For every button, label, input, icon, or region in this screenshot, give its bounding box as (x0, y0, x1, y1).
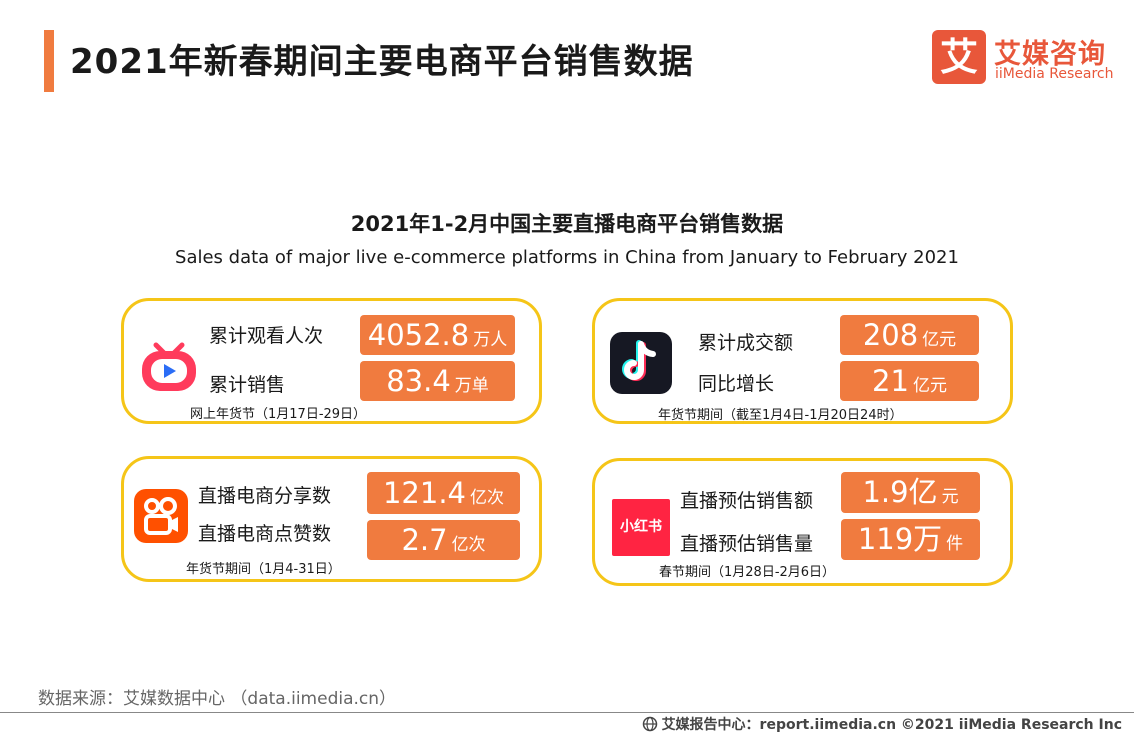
metric-unit: 亿次 (470, 488, 505, 508)
card-note: 年货节期间（截至1月4日-1月20日24时） (658, 408, 903, 423)
metric-value: 121.4 (382, 476, 467, 510)
xiaohongshu-card: 小红书 直播预估销售额 1.9亿元 直播预估销售量 119万件 春节期间（1月2… (592, 458, 1013, 586)
logo-name-cn: 艾媒咨询 (994, 39, 1106, 70)
footer-copyright: 艾媒报告中心：report.iimedia.cn ©2021 iiMedia R… (642, 714, 1122, 734)
metric-value: 21 (872, 364, 909, 398)
metric-label: 累计销售 (209, 374, 286, 396)
chart-title-cn: 2021年1-2月中国主要直播电商平台销售数据 (350, 212, 784, 236)
metric-label: 同比增长 (698, 373, 775, 395)
card-note: 网上年货节（1月17日-29日） (190, 407, 367, 422)
kuaishou-icon (134, 489, 188, 543)
iimedia-logo: 艾 艾媒咨询 iiMedia Research (932, 30, 1122, 90)
metric-value: 1.9亿 (862, 475, 938, 509)
taobao-live-card: 累计观看人次 4052.8 万人 累计销售 83.4 万单 网上年货节（1月17日-… (121, 298, 542, 424)
metric-value: 4052.8 (367, 318, 470, 352)
footer-copyright-text: 艾媒报告中心：report.iimedia.cn ©2021 iiMedia R… (661, 717, 1122, 733)
douyin-icon (610, 332, 672, 394)
value-box: 1.9亿元 (841, 472, 980, 513)
metric-value: 119万 (857, 522, 943, 556)
xiaohongshu-icon-text: 小红书 (620, 519, 662, 535)
kuaishou-card: 直播电商分享数 121.4 亿次 直播电商点赞数 2.7 亿次 年货节期间（1月4-… (121, 456, 542, 582)
logo-name-en: iiMedia Research (995, 66, 1114, 82)
value-box: 208 亿元 (840, 315, 979, 355)
metric-value: 2.7 (401, 523, 448, 557)
metric-label: 直播预估销售额 (680, 490, 814, 512)
metric-label: 累计成交额 (698, 332, 794, 354)
value-box: 121.4 亿次 (367, 472, 520, 514)
metric-unit: 亿次 (451, 535, 486, 555)
page-title: 2021年新春期间主要电商平台销售数据 (70, 42, 694, 82)
value-box: 119万件 (841, 519, 980, 560)
metric-unit: 亿元 (912, 376, 947, 396)
logo-mark: 艾 (932, 30, 986, 84)
data-source: 数据来源：艾媒数据中心 （data.iimedia.cn） (38, 689, 397, 709)
title-accent-bar (44, 30, 54, 92)
chart-title-en: Sales data of major live e-commerce plat… (175, 247, 959, 268)
metric-unit: 亿元 (922, 330, 957, 350)
value-box: 4052.8 万人 (360, 315, 515, 355)
card-note: 年货节期间（1月4-31日） (186, 562, 341, 577)
metric-unit: 件 (946, 534, 964, 554)
value-box: 2.7 亿次 (367, 520, 520, 560)
metric-unit: 万人 (473, 330, 508, 350)
globe-icon (642, 716, 657, 732)
metric-unit: 元 (941, 487, 959, 507)
footer-divider (0, 712, 1134, 713)
metric-label: 累计观看人次 (209, 325, 324, 347)
metric-unit: 万单 (454, 376, 489, 396)
metric-label: 直播电商点赞数 (198, 523, 332, 545)
metric-label: 直播电商分享数 (198, 485, 332, 507)
metric-label: 直播预估销售量 (680, 533, 814, 555)
xiaohongshu-icon: 小红书 (612, 499, 670, 556)
metric-value: 83.4 (386, 364, 451, 398)
metric-value: 208 (862, 318, 919, 352)
card-note: 春节期间（1月28日-2月6日） (659, 565, 836, 580)
value-box: 21 亿元 (840, 361, 979, 401)
value-box: 83.4 万单 (360, 361, 515, 401)
douyin-card: 累计成交额 208 亿元 同比增长 21 亿元 年货节期间（截至1月4日-1月20日… (592, 298, 1013, 424)
taobao-live-icon (138, 335, 200, 395)
